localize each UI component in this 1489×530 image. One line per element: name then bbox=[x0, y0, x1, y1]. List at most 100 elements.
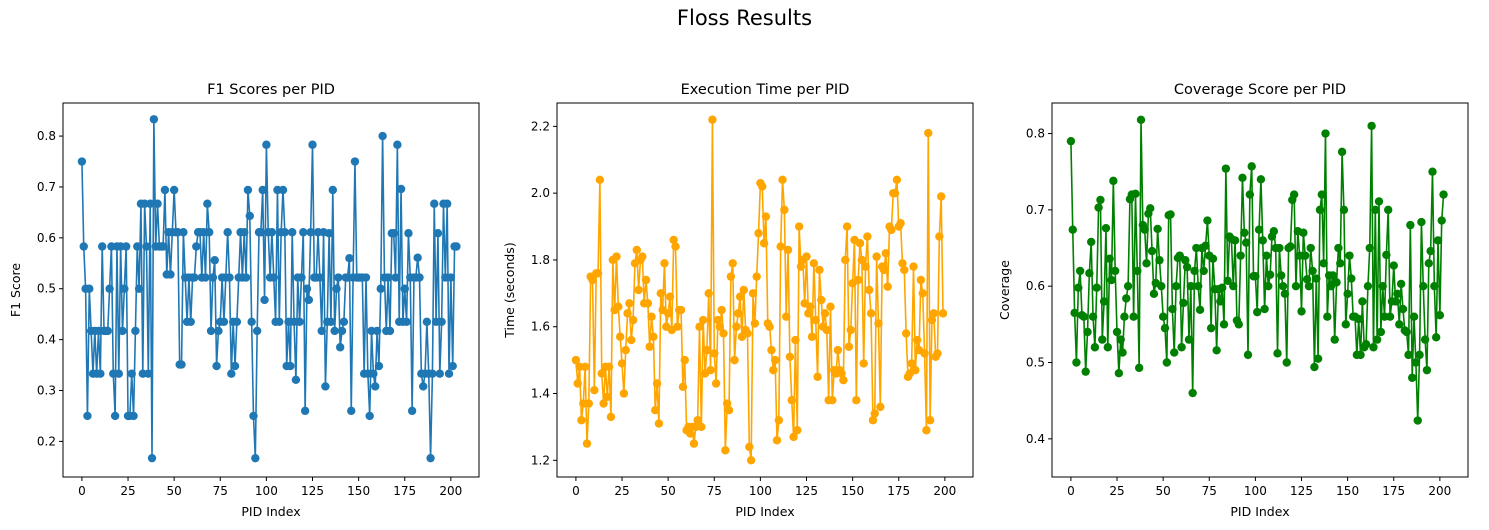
data-point bbox=[807, 332, 817, 341]
data-point bbox=[1356, 350, 1365, 360]
x-tick-label: 175 bbox=[887, 484, 910, 498]
data-point bbox=[321, 382, 330, 391]
x-tick-label: 50 bbox=[661, 484, 676, 498]
plot-frame bbox=[556, 102, 974, 478]
data-point bbox=[787, 396, 796, 405]
data-point bbox=[1142, 259, 1151, 268]
data-point bbox=[404, 229, 413, 238]
data-point bbox=[1103, 343, 1113, 352]
data-point bbox=[1323, 312, 1332, 321]
x-tick-label: 100 bbox=[1244, 484, 1267, 498]
x-tick-label: 0 bbox=[572, 484, 580, 498]
data-point bbox=[896, 219, 905, 228]
data-point bbox=[711, 379, 721, 388]
x-tick-label: 125 bbox=[795, 484, 818, 498]
series-line bbox=[81, 118, 457, 459]
data-point bbox=[192, 242, 201, 251]
data-point bbox=[1098, 335, 1107, 344]
data-point bbox=[643, 299, 653, 308]
data-point bbox=[1184, 335, 1194, 344]
data-point bbox=[337, 326, 347, 336]
data-point bbox=[1083, 327, 1092, 337]
data-point bbox=[1411, 358, 1421, 367]
y-tick-label: 0.8 bbox=[37, 129, 56, 143]
data-point bbox=[402, 317, 411, 326]
data-point bbox=[721, 446, 730, 455]
data-point bbox=[1170, 348, 1179, 357]
data-point bbox=[133, 242, 142, 251]
data-point bbox=[413, 253, 422, 262]
data-point bbox=[1430, 281, 1439, 291]
data-point bbox=[1428, 167, 1437, 176]
data-point bbox=[876, 402, 885, 412]
data-point bbox=[1391, 297, 1400, 306]
data-point bbox=[1186, 281, 1196, 291]
data-point bbox=[1341, 320, 1350, 329]
data-point bbox=[1369, 343, 1378, 352]
data-point bbox=[1254, 225, 1264, 234]
data-point bbox=[1157, 281, 1166, 291]
data-point bbox=[892, 175, 902, 184]
data-point bbox=[1372, 335, 1382, 344]
data-point bbox=[1081, 367, 1090, 376]
data-point bbox=[332, 284, 341, 293]
chart-title: Execution Time per PID bbox=[681, 82, 850, 98]
data-point bbox=[660, 259, 669, 268]
data-point bbox=[927, 315, 937, 325]
data-point bbox=[400, 284, 409, 293]
data-point bbox=[890, 188, 900, 198]
data-point bbox=[1147, 246, 1157, 256]
data-point bbox=[1282, 358, 1291, 367]
data-point bbox=[1398, 304, 1408, 314]
data-point bbox=[1158, 312, 1168, 321]
data-point bbox=[1389, 261, 1398, 270]
data-point bbox=[669, 235, 678, 245]
data-point bbox=[713, 315, 723, 325]
plot-frame bbox=[62, 102, 480, 478]
data-point bbox=[874, 319, 883, 328]
data-point bbox=[817, 295, 826, 305]
data-point bbox=[806, 302, 815, 311]
data-point bbox=[820, 309, 830, 318]
data-point bbox=[935, 232, 944, 241]
data-point bbox=[1136, 115, 1146, 124]
data-point bbox=[1275, 243, 1284, 253]
x-tick-label: 200 bbox=[933, 484, 956, 498]
data-point bbox=[158, 242, 168, 251]
data-point bbox=[765, 322, 774, 331]
data-point bbox=[1433, 236, 1443, 245]
data-point bbox=[1376, 327, 1386, 337]
data-point bbox=[1280, 289, 1290, 299]
data-point bbox=[769, 365, 778, 375]
data-point bbox=[446, 273, 456, 282]
data-point bbox=[330, 326, 339, 336]
data-point bbox=[794, 222, 804, 231]
data-point bbox=[746, 456, 756, 465]
data-point bbox=[134, 284, 144, 293]
data-point bbox=[98, 242, 107, 251]
data-point bbox=[334, 273, 343, 282]
data-point bbox=[300, 406, 310, 416]
data-point bbox=[656, 289, 665, 298]
data-point bbox=[573, 379, 582, 388]
data-point bbox=[153, 199, 162, 208]
data-point bbox=[745, 442, 754, 452]
data-point bbox=[444, 369, 454, 378]
data-point bbox=[1236, 251, 1245, 260]
chart-panel-3: Coverage Score per PID 0 25 50 75 100 125 150 17… bbox=[997, 82, 1469, 519]
data-point bbox=[419, 382, 428, 391]
data-point bbox=[1109, 176, 1118, 186]
data-point bbox=[710, 349, 719, 358]
data-point bbox=[628, 315, 638, 325]
data-point bbox=[704, 289, 713, 298]
y-tick-label: 0.4 bbox=[1026, 432, 1045, 446]
data-point bbox=[1075, 266, 1085, 276]
data-point bbox=[887, 225, 896, 235]
data-point bbox=[802, 252, 811, 261]
x-tick-label: 25 bbox=[614, 484, 629, 498]
data-point bbox=[243, 185, 253, 195]
data-point bbox=[201, 273, 210, 282]
data-point bbox=[1291, 281, 1301, 291]
data-point bbox=[758, 182, 767, 191]
data-point bbox=[597, 369, 606, 378]
